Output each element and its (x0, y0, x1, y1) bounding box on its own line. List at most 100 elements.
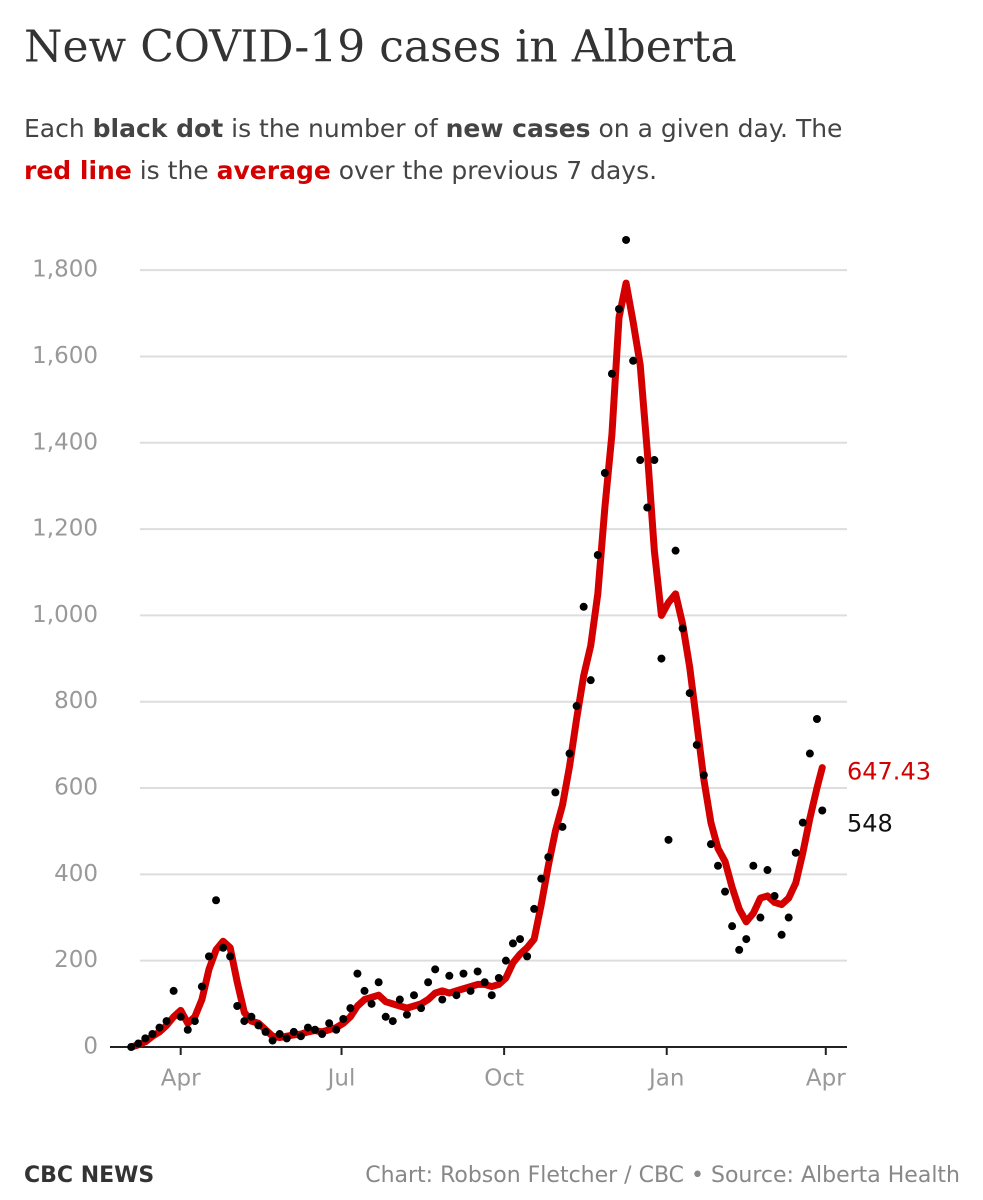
case-dot (487, 991, 496, 1000)
y-tick-label: 0 (83, 1034, 98, 1060)
case-dot (699, 771, 708, 780)
case-dot (247, 1012, 256, 1021)
case-dot (735, 945, 744, 954)
case-dot (367, 999, 376, 1008)
case-dot (791, 848, 800, 857)
subtitle-part: over the previous 7 days. (331, 156, 657, 185)
case-dot (268, 1036, 277, 1045)
case-dot (473, 967, 482, 976)
case-dot (275, 1030, 284, 1039)
case-dot (353, 969, 362, 978)
case-dot (706, 840, 715, 849)
case-dot (685, 689, 694, 698)
case-dot (424, 978, 433, 987)
case-dot (134, 1039, 143, 1048)
case-dot (530, 904, 539, 913)
case-dot (572, 702, 581, 711)
case-dot (374, 978, 383, 987)
subtitle-part: is the number of (223, 114, 445, 143)
y-tick-label: 1,400 (32, 429, 98, 455)
y-tick-label: 800 (54, 688, 98, 714)
case-dot (240, 1017, 249, 1026)
case-dot (318, 1030, 327, 1039)
case-dot (678, 624, 687, 633)
end-label: 647.43 (847, 758, 931, 786)
subtitle: red line is the average over the previou… (24, 156, 657, 185)
case-dot (692, 740, 701, 749)
case-dot (346, 1004, 355, 1013)
case-dot (296, 1032, 305, 1041)
average-line (127, 279, 826, 1051)
source: Chart: Robson Fletcher / CBC • Source: A… (365, 1163, 960, 1188)
case-dot (805, 749, 814, 758)
case-dot (657, 654, 666, 663)
case-dot (311, 1025, 320, 1034)
case-dot (388, 1017, 397, 1026)
case-dot (818, 806, 827, 815)
case-dot (452, 991, 461, 1000)
x-tick-label: Jul (326, 1066, 356, 1092)
case-dot (190, 1017, 199, 1026)
y-tick-label: 400 (54, 861, 98, 887)
case-dot (551, 788, 560, 797)
case-dot (219, 943, 228, 952)
case-dot (339, 1014, 348, 1023)
case-dot (261, 1027, 270, 1036)
case-dot (226, 952, 235, 961)
brand: CBC NEWS (24, 1163, 154, 1188)
case-dot (721, 887, 730, 896)
case-dot (480, 978, 489, 987)
case-dot (544, 853, 553, 862)
subtitle-part: on a given day. The (591, 114, 843, 143)
case-dot (501, 956, 510, 965)
case-dot (777, 930, 786, 939)
case-dot (402, 1010, 411, 1019)
case-dot (770, 891, 779, 900)
case-dot (176, 1012, 185, 1021)
y-tick-label: 1,200 (32, 516, 98, 542)
y-tick-label: 1,000 (32, 602, 98, 628)
subtitle-part: red line (24, 156, 132, 185)
x-tick-label: Jan (647, 1066, 684, 1092)
case-dot (254, 1021, 263, 1030)
y-tick-label: 200 (54, 947, 98, 973)
case-dot (197, 982, 206, 991)
case-dot (643, 503, 652, 512)
case-dot (586, 676, 595, 685)
x-tick-label: Oct (484, 1066, 524, 1092)
subtitle-part: is the (132, 156, 217, 185)
case-dot (650, 456, 659, 465)
case-dot (303, 1023, 312, 1032)
case-dot (537, 874, 546, 883)
case-dot (127, 1043, 136, 1051)
case-dot (622, 235, 631, 244)
case-dot (445, 971, 454, 980)
case-dot (438, 995, 447, 1004)
case-dot (636, 456, 645, 465)
case-dot (141, 1034, 150, 1043)
case-dot (615, 305, 624, 313)
case-dot (183, 1025, 192, 1034)
case-dot (466, 986, 475, 995)
case-dot (565, 749, 574, 758)
case-dot (579, 602, 588, 611)
case-dot (756, 913, 765, 922)
case-dot (212, 896, 221, 905)
case-dot (523, 952, 532, 961)
case-dot (360, 986, 369, 995)
subtitle-part: average (217, 156, 331, 185)
case-dot (431, 965, 440, 974)
case-dot (204, 952, 213, 961)
case-dot (494, 973, 503, 982)
subtitle-part: black dot (93, 114, 224, 143)
case-dot (784, 913, 793, 922)
case-dot (148, 1030, 157, 1039)
x-tick-label: Apr (806, 1066, 846, 1092)
case-dot (713, 861, 722, 870)
end-label: 548 (847, 809, 893, 837)
case-dot (155, 1023, 164, 1032)
case-dot (282, 1034, 291, 1043)
case-dot (417, 1004, 426, 1013)
x-tick-label: Apr (161, 1066, 201, 1092)
